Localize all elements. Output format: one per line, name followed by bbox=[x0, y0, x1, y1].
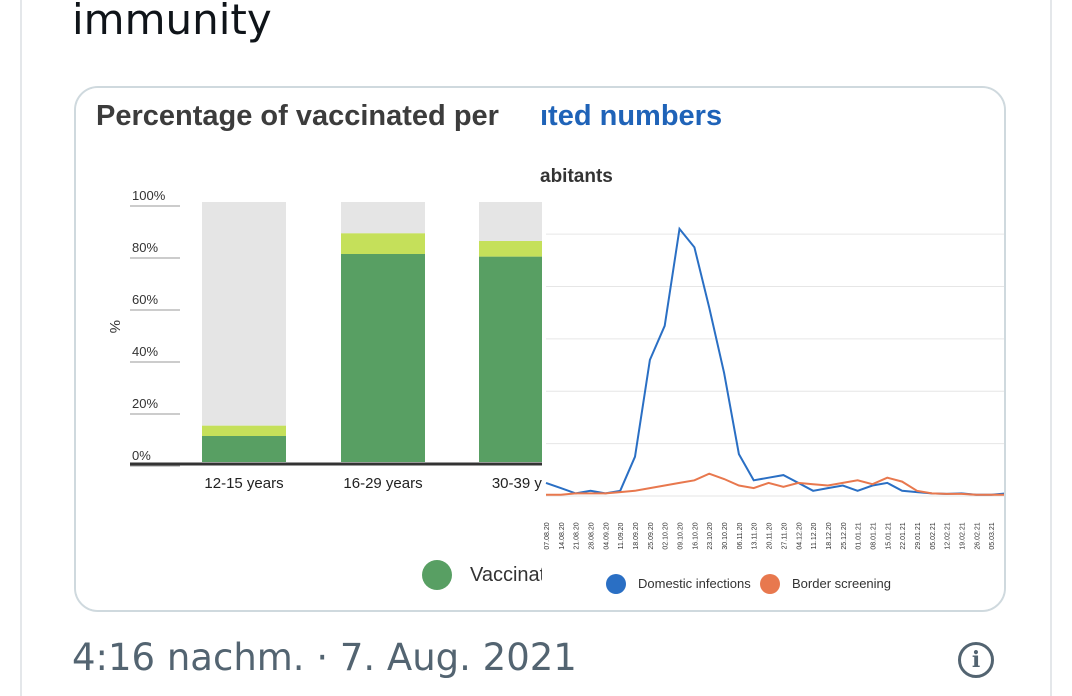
y-tick-label: 40% bbox=[132, 344, 158, 359]
x-date-label: 04.09.20 bbox=[603, 522, 610, 549]
x-date-label: 29.01.21 bbox=[915, 522, 922, 549]
line-chart-subtitle: abitants bbox=[540, 166, 613, 187]
y-tick-label: 0% bbox=[132, 448, 151, 463]
x-date-label: 05.02.21 bbox=[930, 522, 937, 549]
x-tick-label: 12-15 years bbox=[204, 475, 283, 492]
x-date-label: 01.01.21 bbox=[856, 522, 863, 549]
x-date-label: 15.01.21 bbox=[885, 522, 892, 549]
tweet-timestamp[interactable]: 4:16 nachm. · 7. Aug. 2021 bbox=[72, 636, 577, 679]
bar-segment bbox=[479, 256, 542, 462]
bar-segment bbox=[341, 202, 425, 234]
x-date-label: 12.02.21 bbox=[945, 522, 952, 549]
bar-segment bbox=[479, 241, 542, 257]
bar-segment bbox=[341, 233, 425, 254]
x-tick-label: 16-29 years bbox=[343, 475, 422, 492]
bar-chart-title: Percentage of vaccinated per bbox=[96, 100, 499, 132]
line-chart-svg: 07.08.20 14.08.20 21.08.20 28.08.20 04.09.20… bbox=[544, 226, 1006, 550]
y-tick-label: 60% bbox=[132, 292, 158, 307]
x-date-label: 06.11.20 bbox=[737, 523, 744, 550]
bar-segment bbox=[341, 254, 425, 462]
x-date-label: 30.10.20 bbox=[722, 522, 729, 549]
bar-chart-panel[interactable]: Percentage of vaccinated per 100% 80% 60% 4… bbox=[76, 88, 546, 610]
x-date-label: 07.08.20 bbox=[544, 522, 551, 549]
legend-border-swatch bbox=[760, 574, 780, 594]
x-date-label: 25.09.20 bbox=[648, 522, 655, 549]
x-date-label: 05.03.21 bbox=[989, 522, 996, 549]
y-axis-label: % bbox=[106, 320, 123, 333]
bar-segment bbox=[202, 436, 286, 462]
y-tick-label: 20% bbox=[132, 396, 158, 411]
x-date-label: 22.01.21 bbox=[900, 522, 907, 549]
tweet-media-card[interactable]: Percentage of vaccinated per 100% 80% 60% 4… bbox=[74, 86, 1006, 612]
x-date-label: 19.02.21 bbox=[959, 522, 966, 549]
x-date-label: 18.09.20 bbox=[633, 522, 640, 549]
x-date-label: 13.11.20 bbox=[752, 523, 759, 550]
x-date-label: 21.08.20 bbox=[574, 522, 581, 549]
y-tick-label: 100% bbox=[132, 188, 166, 203]
timeline-border-left bbox=[20, 0, 22, 696]
bar-segment bbox=[202, 425, 286, 436]
x-date-label: 12.03.21 bbox=[1004, 522, 1006, 549]
x-date-label: 18.12.20 bbox=[826, 522, 833, 549]
x-date-label: 14.08.20 bbox=[559, 522, 566, 549]
bar-chart-svg: 100% 80% 60% 40% 20% 0%% 12-15 years 16-29 year… bbox=[106, 188, 542, 492]
bar-segment bbox=[202, 202, 286, 426]
bar-segment bbox=[479, 202, 542, 241]
legend-domestic-swatch bbox=[606, 574, 626, 594]
x-date-label: 28.08.20 bbox=[589, 522, 596, 549]
y-tick-label: 80% bbox=[132, 240, 158, 255]
domestic-infections-line bbox=[545, 226, 1004, 496]
x-date-label: 11.12.20 bbox=[811, 523, 818, 550]
x-date-label: 04.12.20 bbox=[796, 522, 803, 549]
legend-vaccinated-swatch bbox=[422, 560, 452, 590]
x-date-label: 26.02.21 bbox=[974, 522, 981, 549]
x-date-label: 27.11.20 bbox=[781, 523, 788, 550]
border-screening-line bbox=[546, 472, 1004, 496]
line-chart-title: ıted numbers bbox=[540, 100, 723, 132]
x-date-label: 02.10.20 bbox=[663, 522, 670, 549]
x-date-label: 23.10.20 bbox=[707, 522, 714, 549]
timeline-border-right bbox=[1050, 0, 1052, 696]
x-date-label: 25.12.20 bbox=[841, 522, 848, 549]
legend-border-label: Border screening bbox=[792, 576, 891, 591]
line-chart-panel[interactable]: ıted numbers abitants 07.08.20 14.08.20 21… bbox=[540, 88, 1006, 610]
legend-vaccinated-label: Vaccinat bbox=[470, 564, 546, 586]
x-date-label: 09.10.20 bbox=[678, 522, 685, 549]
x-date-label: 16.10.20 bbox=[692, 522, 699, 549]
legend-domestic-label: Domestic infections bbox=[638, 576, 751, 591]
x-date-label: 11.09.20 bbox=[618, 523, 625, 550]
info-circle-icon[interactable]: i bbox=[958, 642, 994, 678]
x-date-label: 08.01.21 bbox=[870, 522, 877, 549]
x-tick-label: 30-39 ye bbox=[492, 475, 542, 492]
x-date-label: 20.11.20 bbox=[767, 523, 774, 550]
tweet-text: immunity bbox=[72, 0, 272, 44]
